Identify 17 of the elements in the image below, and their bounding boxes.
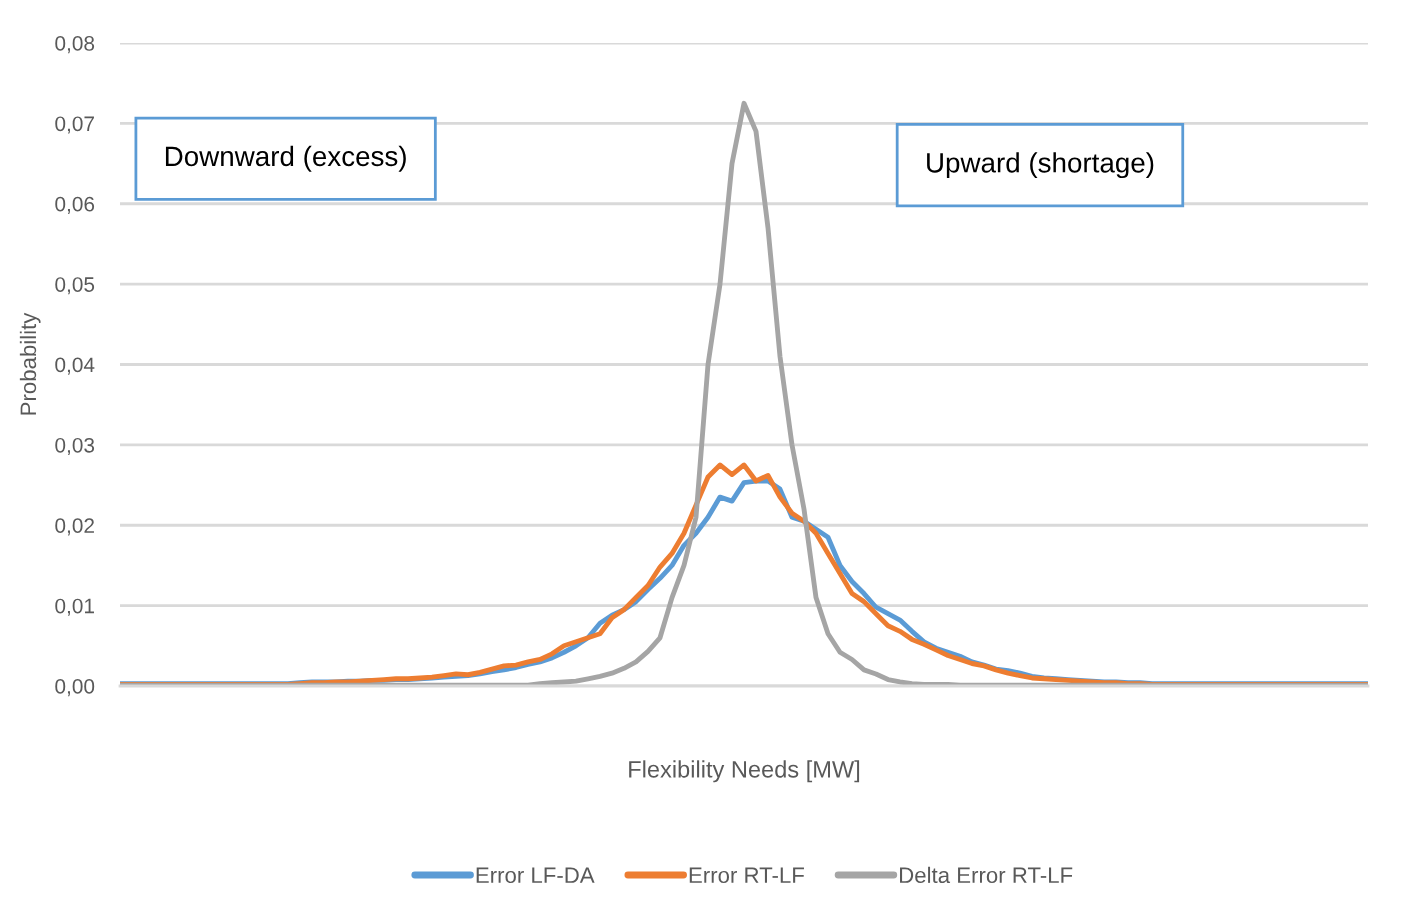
y-axis-title: Probability — [19, 312, 41, 415]
legend-label: Delta Error RT-LF — [900, 866, 1073, 884]
annotation: Upward (shortage) — [927, 152, 1154, 179]
y-tick-label: 0,01 — [55, 598, 94, 616]
annotation: Downward (excess) — [165, 145, 406, 172]
y-tick-label: 0,02 — [55, 518, 94, 536]
y-tick-label: 0,05 — [55, 277, 95, 295]
legend-label: Error LF-DA — [476, 867, 595, 884]
x-axis-title: Flexibility Needs [MW] — [629, 760, 860, 783]
y-tick-label: 0,00 — [55, 679, 95, 697]
legend-label: Error RT-LF — [689, 867, 804, 884]
y-tick-label: 0,08 — [55, 36, 95, 54]
y-tick-label: 0,03 — [55, 437, 95, 456]
y-tick-label: 0,04 — [55, 357, 95, 375]
y-tick-label: 0,07 — [55, 116, 94, 134]
y-tick-label: 0,06 — [55, 196, 95, 214]
line-series — [120, 100, 1368, 686]
